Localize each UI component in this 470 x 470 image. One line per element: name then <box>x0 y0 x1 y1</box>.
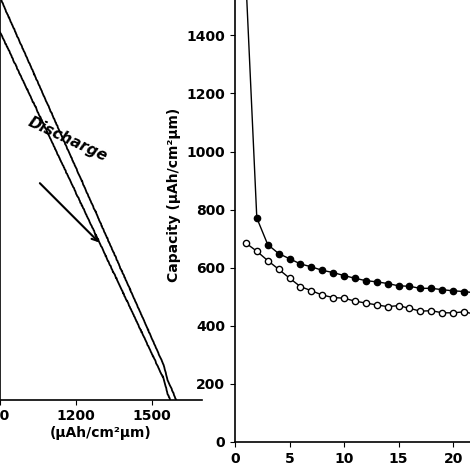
X-axis label: (μAh/cm²μm): (μAh/cm²μm) <box>50 426 152 440</box>
Y-axis label: Capacity (μAh/cm²μm): Capacity (μAh/cm²μm) <box>167 108 181 282</box>
Text: Discharge: Discharge <box>25 114 110 164</box>
